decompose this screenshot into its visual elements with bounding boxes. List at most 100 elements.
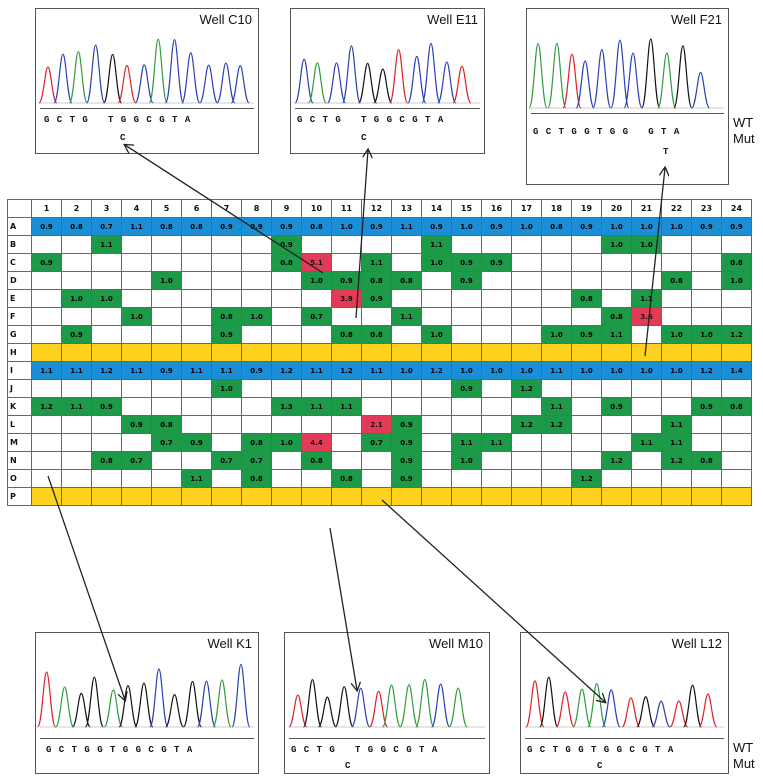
trace-peak [182,680,203,728]
well-cell: 0.9 [31,253,62,272]
mut-label: Mut [733,131,755,146]
row-label: P [7,487,32,506]
well-cell [421,487,452,506]
plate-row: M 0.7 0.9 0.8 1.0 4.4 0.7 0.9 1.1 1.1 1.1 1.1 [7,433,752,452]
well-cell: 0.8 [301,217,332,236]
wt-label-bottom: WT [733,740,754,755]
well-cell: 1.0 [541,325,572,344]
row-label: F [7,307,32,326]
trace-peak [134,682,154,728]
row-label: K [7,397,32,416]
trace-peak [431,683,451,728]
well-cell: 0.8 [541,217,572,236]
well-cell: 3.9 [331,289,362,308]
trace-peak [657,52,677,109]
well-cell: 1.0 [151,271,182,290]
chromatogram-panel-l12: Well L12 G C T G G T G G C G T A C [520,632,729,774]
trace-peak [55,686,75,728]
well-cell [331,487,362,506]
trace-peak [415,678,435,728]
trace-peak [341,45,361,104]
row-label: M [7,433,32,452]
well-cell [541,487,572,506]
well-cell: 3.6 [631,307,662,326]
column-label: 24 [721,199,752,218]
chromatogram-trace [288,678,485,728]
trace-peak [621,697,641,728]
plate-row: I 1.1 1.1 1.2 1.1 0.9 1.1 1.1 0.9 1.2 1.1 1.2 1.1 1.0… [7,361,752,380]
panel-title: Well K1 [207,636,252,651]
well-cell [631,487,662,506]
plate-row: G 0.9 0.9 0.8 0.8 1.0 1.0 0.9 1.1 1.0 1.0 1.2 [7,325,752,344]
plate-row: H [7,343,752,362]
chromatogram-panel-c10: Well C10 G C T G T G G C G T A C [35,8,259,154]
well-cell: 1.0 [661,325,692,344]
well-cell [721,343,752,362]
well-cell: 1.2 [661,451,692,470]
well-cell [391,487,422,506]
well-cell: 0.9 [271,235,302,254]
trace-peak [86,44,106,104]
row-label: C [7,253,32,272]
row-label: B [7,235,32,254]
well-cell: 0.9 [211,325,242,344]
well-cell: 1.0 [121,307,152,326]
well-cell: 1.0 [481,361,512,380]
trace-peak [555,691,575,728]
trace-peak [587,683,607,728]
well-cell [451,487,482,506]
arrow-m10 [329,527,357,690]
trace-peak [216,62,236,104]
panel-title: Well E11 [427,12,478,27]
well-cell: 0.9 [91,397,122,416]
arrow-e11 [355,150,368,319]
well-cell: 1.1 [31,361,62,380]
plate-column-header: 1 2 3 4 5 6 7 8 9 10 11 12 13 14 15 16 17 18 19 20 21 22 23 24 [7,199,752,218]
mut-label-bottom: Mut [733,756,755,771]
trace-peak [592,48,612,109]
well-cell [121,487,152,506]
trace-peak [358,62,378,104]
plate-row: N 0.8 0.7 0.7 0.7 0.8 0.9 1.0 1.2 1.2 0.8 [7,451,752,470]
trace-peak [448,687,468,728]
arrow-k1 [47,475,125,700]
well-cell: 5.1 [301,253,332,272]
well-cell: 1.0 [631,361,662,380]
chromatogram-panel-m10: Well M10 G C T G T G G C G T A C [284,632,490,774]
well-cell: 1.0 [661,361,692,380]
trace-peak [71,692,91,728]
sequence-label: G C T G T G G C G T A [297,115,445,125]
trace-peak [230,65,250,104]
well-cell [61,343,92,362]
trace-peak [525,680,545,728]
trace-peak [117,64,137,104]
column-label: 1 [31,199,62,218]
trace-peak [317,696,337,728]
well-cell: 1.1 [661,433,692,452]
well-cell [301,343,332,362]
well-cell: 0.7 [211,451,242,470]
trace-peak [68,50,88,104]
chromatogram-panel-e11: Well E11 G C T G T G G C G T A C [290,8,485,154]
trace-peak [103,53,123,104]
well-cell [631,343,662,362]
mutant-base: C [345,761,351,771]
well-cell: 1.2 [541,415,572,434]
well-cell [211,487,242,506]
well-cell: 0.9 [241,217,272,236]
well-cell [451,343,482,362]
trace-peak [562,53,582,109]
well-cell [151,487,182,506]
column-label: 4 [121,199,152,218]
well-cell: 0.9 [241,361,272,380]
plate-row: A 0.9 0.8 0.7 1.1 0.8 0.8 0.9 0.9 0.9 0.8 1.0 0.9 1.1… [7,217,752,236]
trace-peak [334,686,354,728]
well-cell: 0.9 [391,469,422,488]
trace-peak [575,60,595,109]
column-label: 5 [151,199,182,218]
well-cell: 1.1 [121,361,152,380]
well-cell: 0.8 [571,289,602,308]
wt-label: WT [733,115,754,130]
plate-row: K 1.2 1.1 0.9 1.3 1.1 1.1 1.1 0.9 0.9 0.8 [7,397,752,416]
